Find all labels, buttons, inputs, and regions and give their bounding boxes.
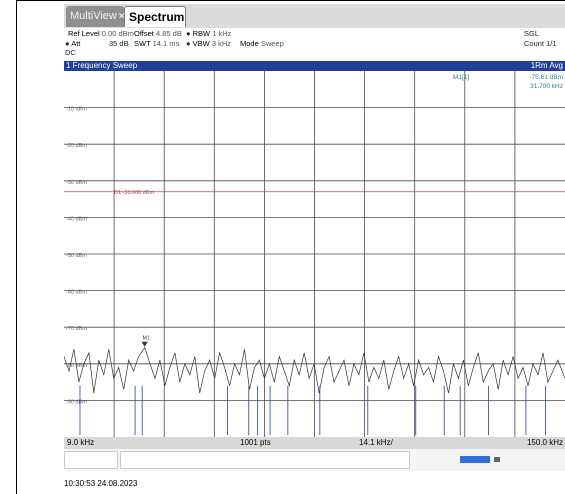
marker-readout-freq: 31.700 kHz <box>530 83 563 90</box>
frequency-step: 14.1 kHz/ <box>359 438 393 447</box>
spectrum-plot[interactable]: -10 dBm -20 dBm -30 dBm -40 dBm -50 dBm -60 d… <box>64 71 565 437</box>
swt-value: 14.1 ms <box>152 39 180 48</box>
mode-label: Mode <box>240 39 259 48</box>
tab-spectrum[interactable]: Spectrum <box>124 6 186 27</box>
frequency-footer: 9.0 kHz 1001 pts 14.1 kHz/ 150.0 kHz <box>64 437 565 449</box>
y-tick-label: -50 dBm <box>66 253 87 259</box>
y-tick-label: -60 dBm <box>66 290 87 296</box>
marker-m1-icon <box>141 341 148 347</box>
y-tick-label: -40 dBm <box>66 216 87 222</box>
rbw-label: RBW <box>192 29 211 38</box>
stop-frequency: 150.0 kHz <box>526 438 563 447</box>
trace-title-bar: 1 Frequency Sweep 1Rm Avg <box>64 61 565 71</box>
marker-readout-level: -75.61 dBm <box>529 74 563 81</box>
status-icon <box>494 457 500 462</box>
y-tick-label: -20 dBm <box>66 143 87 149</box>
y-tick-label: -30 dBm <box>66 180 87 186</box>
start-frequency: 9.0 kHz <box>67 438 95 447</box>
ref-level-label: Ref Level <box>68 29 100 38</box>
y-tick-label: -70 dBm <box>66 326 87 332</box>
progress-bar <box>460 456 490 463</box>
single-sweep-indicator: SGL <box>524 29 540 38</box>
sweep-points: 1001 pts <box>240 438 271 447</box>
mode-value: Sweep <box>260 39 284 48</box>
status-field-main[interactable] <box>120 451 410 469</box>
coupling-indicator: DC <box>65 48 76 57</box>
ref-level-value: 0.00 dBm <box>101 29 134 38</box>
att-label: Att <box>71 39 81 48</box>
display-line-label: D1 -33.000 dBm <box>114 190 154 196</box>
spectrum-chart: -10 dBm -20 dBm -30 dBm -40 dBm -50 dBm -60 d… <box>64 71 565 437</box>
vbw-label: VBW <box>192 39 210 48</box>
y-tick-label: -90 dBm <box>66 399 87 405</box>
tab-multiview[interactable]: MultiView <box>66 6 124 27</box>
frame-left-line <box>16 0 17 494</box>
marker-m1-tag: M1 <box>143 336 150 342</box>
frame-top-line <box>16 0 565 1</box>
status-field-left[interactable] <box>64 451 118 469</box>
att-value: 35 dB <box>109 39 129 48</box>
marker-readout-label: M1[1] <box>453 74 469 81</box>
rbw-value: 1 kHz <box>212 29 232 38</box>
swt-label: SWT <box>134 39 151 48</box>
offset-value: 4.85 dB <box>155 29 182 38</box>
status-bar <box>64 449 565 471</box>
trace-line <box>64 346 565 394</box>
offset-label: Offset <box>134 29 154 38</box>
vbw-value: 3 kHz <box>211 39 231 48</box>
y-tick-label: -10 dBm <box>66 107 87 113</box>
sweep-count: Count 1/1 <box>524 39 557 48</box>
trace-title: 1 Frequency Sweep <box>66 61 138 70</box>
trace-mode: 1Rm Avg <box>530 61 563 70</box>
close-icon[interactable]: ✕ <box>118 11 126 21</box>
timestamp: 10:30:53 24.08.2023 <box>64 479 138 488</box>
measurement-settings-header: Ref Level 0.00 dBm Offset 4.85 dB ● RBW … <box>64 28 565 61</box>
